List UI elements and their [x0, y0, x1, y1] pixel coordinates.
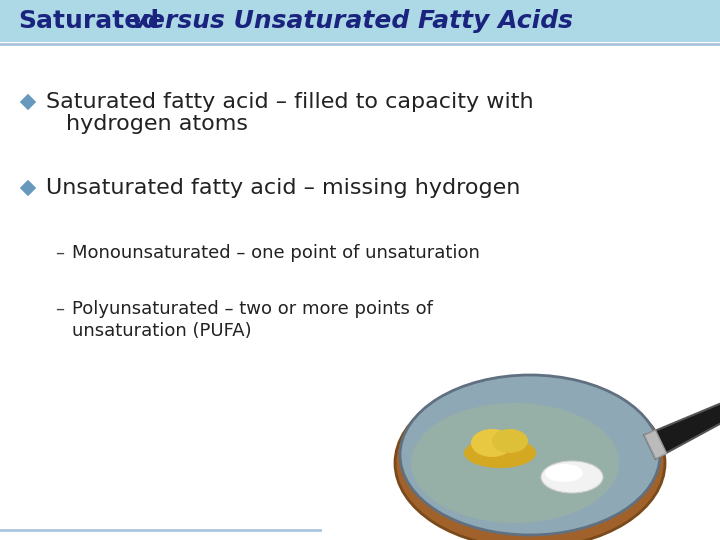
- Text: Monounsaturated – one point of unsaturation: Monounsaturated – one point of unsaturat…: [72, 244, 480, 262]
- Ellipse shape: [492, 429, 528, 453]
- Text: Polyunsaturated – two or more points of: Polyunsaturated – two or more points of: [72, 300, 433, 318]
- Polygon shape: [19, 93, 37, 111]
- Ellipse shape: [471, 429, 513, 457]
- Ellipse shape: [541, 461, 603, 493]
- Text: unsaturation (PUFA): unsaturation (PUFA): [72, 322, 251, 340]
- Text: Saturated: Saturated: [18, 9, 159, 33]
- Polygon shape: [644, 430, 667, 458]
- Bar: [0, 0, 720, 42]
- Text: –: –: [55, 300, 64, 318]
- Text: Unsaturated fatty acid – missing hydrogen: Unsaturated fatty acid – missing hydroge…: [46, 178, 521, 198]
- Ellipse shape: [400, 375, 660, 535]
- Ellipse shape: [411, 403, 619, 523]
- Polygon shape: [644, 396, 720, 458]
- Text: Saturated fatty acid – filled to capacity with: Saturated fatty acid – filled to capacit…: [46, 92, 534, 112]
- Text: hydrogen atoms: hydrogen atoms: [66, 114, 248, 134]
- Ellipse shape: [395, 378, 665, 540]
- Ellipse shape: [464, 438, 536, 468]
- Polygon shape: [19, 179, 37, 197]
- Ellipse shape: [545, 464, 583, 482]
- Text: –: –: [55, 244, 64, 262]
- Text: versus Unsaturated Fatty Acids: versus Unsaturated Fatty Acids: [123, 9, 573, 33]
